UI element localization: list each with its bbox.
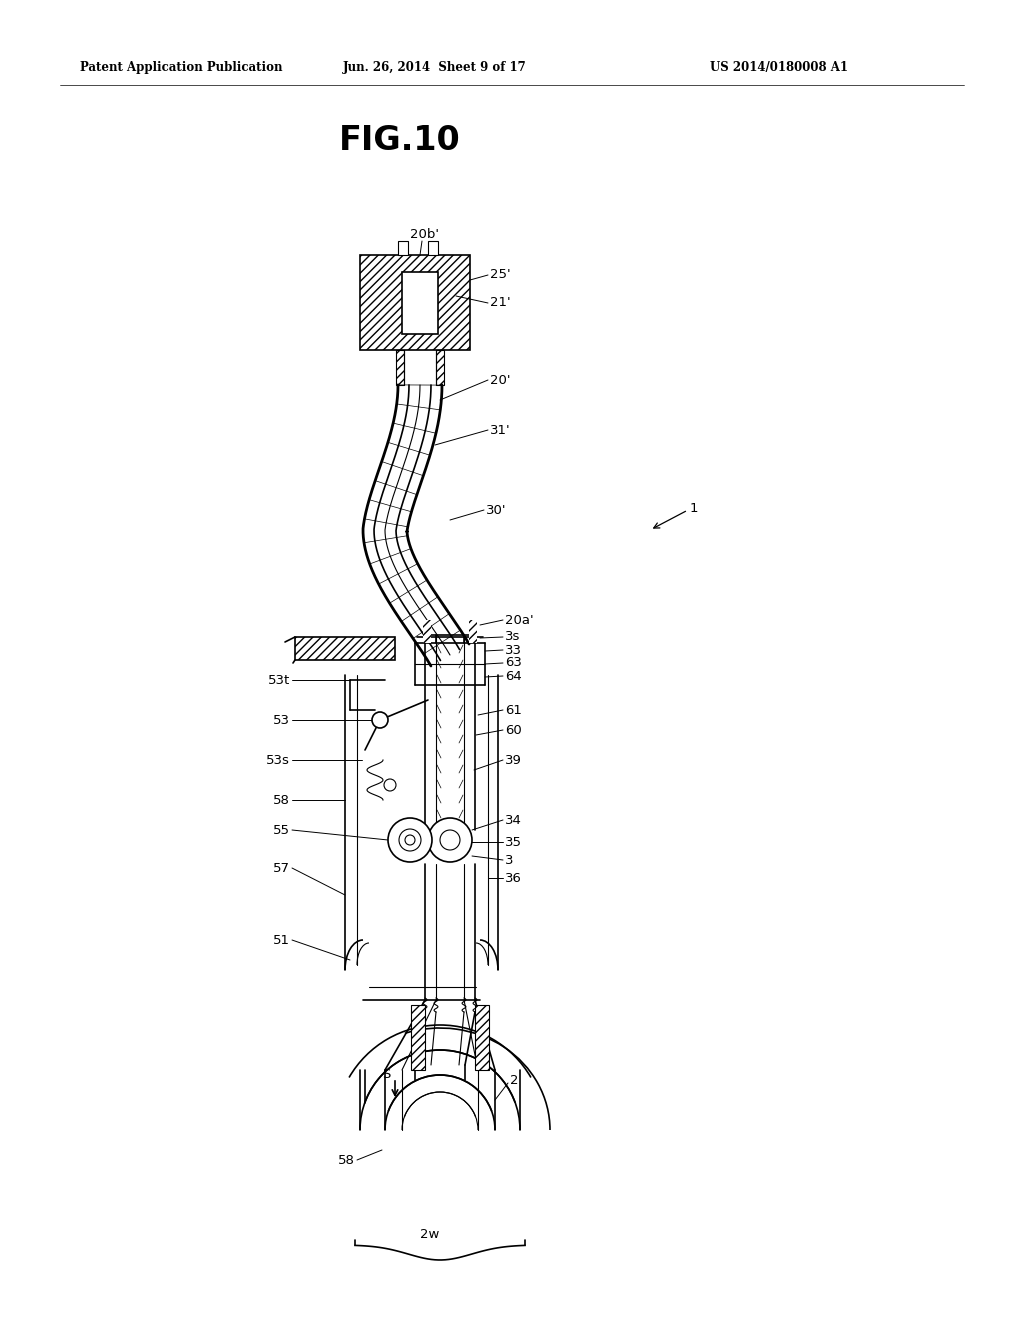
Bar bbox=[396, 350, 404, 385]
Text: 21': 21' bbox=[490, 297, 511, 309]
Bar bbox=[469, 620, 477, 643]
Text: 53s: 53s bbox=[266, 754, 290, 767]
Bar bbox=[423, 620, 431, 643]
Circle shape bbox=[372, 711, 388, 729]
Text: 64: 64 bbox=[505, 669, 522, 682]
Text: 60: 60 bbox=[505, 723, 522, 737]
Text: 20': 20' bbox=[490, 374, 511, 387]
Text: 35: 35 bbox=[505, 836, 522, 849]
Bar bbox=[411, 1005, 425, 1071]
Circle shape bbox=[428, 818, 472, 862]
Text: 55: 55 bbox=[273, 824, 290, 837]
Bar bbox=[295, 638, 395, 660]
Text: 2w: 2w bbox=[420, 1229, 439, 1242]
Text: 33: 33 bbox=[505, 644, 522, 656]
Bar bbox=[398, 242, 408, 255]
Text: 30': 30' bbox=[486, 503, 507, 516]
Text: 53t: 53t bbox=[267, 673, 290, 686]
Text: 20a': 20a' bbox=[505, 614, 534, 627]
Text: FIG.10: FIG.10 bbox=[339, 124, 461, 157]
Text: Patent Application Publication: Patent Application Publication bbox=[80, 62, 283, 74]
Text: 63: 63 bbox=[505, 656, 522, 669]
Text: 58: 58 bbox=[273, 793, 290, 807]
Bar bbox=[360, 255, 470, 350]
Text: US 2014/0180008 A1: US 2014/0180008 A1 bbox=[710, 62, 848, 74]
Text: 25': 25' bbox=[490, 268, 511, 281]
Circle shape bbox=[384, 779, 396, 791]
Bar bbox=[475, 1005, 489, 1071]
Text: 53: 53 bbox=[273, 714, 290, 726]
Text: 36: 36 bbox=[505, 871, 522, 884]
Circle shape bbox=[406, 836, 415, 845]
Text: 2: 2 bbox=[510, 1073, 518, 1086]
Text: Jun. 26, 2014  Sheet 9 of 17: Jun. 26, 2014 Sheet 9 of 17 bbox=[343, 62, 527, 74]
Text: S: S bbox=[382, 1068, 390, 1081]
Text: 3s: 3s bbox=[505, 631, 520, 644]
Circle shape bbox=[399, 829, 421, 851]
Text: 58: 58 bbox=[338, 1154, 355, 1167]
Text: 51: 51 bbox=[273, 933, 290, 946]
Circle shape bbox=[388, 818, 432, 862]
Text: 20b': 20b' bbox=[410, 228, 439, 242]
Bar bbox=[428, 242, 438, 255]
Text: 31': 31' bbox=[490, 424, 511, 437]
Text: 39: 39 bbox=[505, 754, 522, 767]
Bar bbox=[402, 272, 438, 334]
Bar bbox=[436, 350, 444, 385]
Text: 34: 34 bbox=[505, 813, 522, 826]
Text: 61: 61 bbox=[505, 704, 522, 717]
Text: 57: 57 bbox=[273, 862, 290, 874]
Text: 1: 1 bbox=[690, 502, 698, 515]
Circle shape bbox=[440, 830, 460, 850]
Text: 3: 3 bbox=[505, 854, 513, 866]
